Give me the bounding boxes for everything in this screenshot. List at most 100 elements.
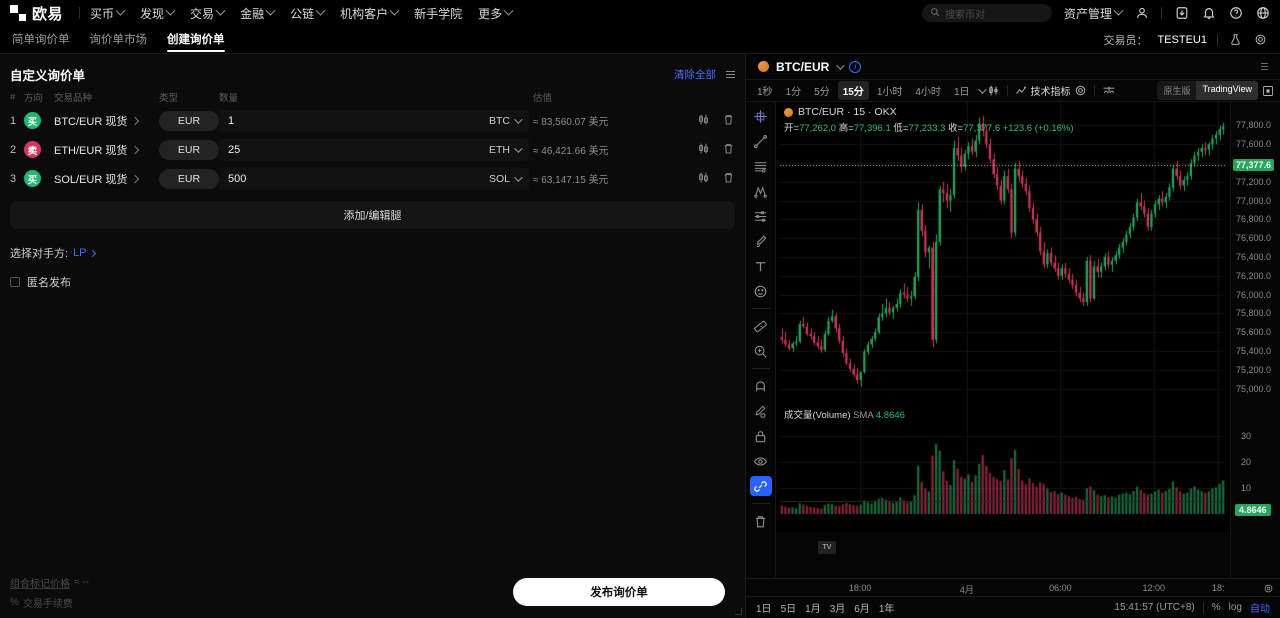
download-icon[interactable]	[1174, 6, 1189, 21]
timeframe-4h[interactable]: 4小时	[915, 87, 941, 98]
pattern-icon[interactable]	[750, 181, 772, 201]
delete-icon[interactable]	[722, 113, 735, 129]
chart-menu-icon[interactable]	[1261, 63, 1268, 70]
view-mode-native[interactable]: 原生版	[1163, 86, 1191, 96]
tab-rfq-market[interactable]: 询价单市场	[89, 33, 148, 46]
horizontal-lines-icon[interactable]	[750, 156, 772, 176]
timeframe-15m[interactable]: 15分	[837, 81, 869, 100]
range-1y[interactable]: 1年	[878, 604, 895, 615]
magnet-icon[interactable]	[750, 376, 772, 396]
symbol-selector[interactable]: SOL/EUR 现货	[54, 171, 159, 187]
nav-item-chain[interactable]: 公链	[290, 5, 326, 22]
candlestick-icon[interactable]	[697, 142, 710, 158]
delete-icon[interactable]	[722, 171, 735, 187]
quantity-field[interactable]: SOL	[219, 167, 529, 190]
candlestick-chart[interactable]: BTC/EUR · 15 · OKX 开=77,262.0 高=77,396.1…	[776, 102, 1230, 578]
anonymous-checkbox[interactable]	[10, 277, 20, 287]
zoom-in-icon[interactable]	[750, 341, 772, 361]
direction-badge[interactable]: 卖	[24, 141, 41, 158]
range-6mo[interactable]: 6月	[854, 604, 870, 615]
symbol-selector[interactable]: BTC/EUR 现货	[54, 113, 159, 129]
fib-retracement-icon[interactable]	[750, 206, 772, 226]
nav-item-more[interactable]: 更多	[478, 5, 514, 22]
bell-icon[interactable]	[1201, 6, 1216, 21]
counterparty-selector[interactable]: LP	[73, 247, 96, 259]
nav-item-institutional[interactable]: 机构客户	[340, 5, 400, 22]
text-icon[interactable]	[750, 256, 772, 276]
trend-line-icon[interactable]	[750, 131, 772, 151]
quantity-input[interactable]	[228, 172, 489, 185]
chart-canvas[interactable]	[776, 102, 1230, 532]
candlestick-icon[interactable]	[697, 171, 710, 187]
time-settings-icon[interactable]	[1261, 581, 1276, 596]
brand-logo[interactable]: 欧易	[10, 3, 63, 24]
direction-badge[interactable]: 买	[24, 170, 41, 187]
range-1mo[interactable]: 1月	[805, 604, 821, 615]
timeframe-5m[interactable]: 5分	[814, 87, 830, 98]
chevron-down-icon[interactable]	[836, 60, 846, 70]
direction-badge[interactable]: 买	[24, 112, 41, 129]
nav-item-buy-crypto[interactable]: 买币	[90, 5, 126, 22]
globe-icon[interactable]	[1255, 6, 1270, 21]
price-axis[interactable]: 77,800.077,600.077,400.077,200.077,000.0…	[1230, 102, 1280, 578]
timeframe-1d[interactable]: 1日	[953, 87, 970, 98]
crosshair-icon[interactable]	[750, 106, 772, 126]
time-axis[interactable]: 18:00 4月 06:00 12:00 18:	[746, 578, 1280, 596]
link-icon[interactable]	[749, 476, 772, 496]
timeframe-1h[interactable]: 1小时	[876, 87, 903, 98]
quantity-currency-selector[interactable]: SOL	[489, 173, 523, 185]
quantity-currency-selector[interactable]: BTC	[489, 115, 523, 127]
help-icon[interactable]	[1228, 6, 1243, 21]
add-edit-leg-button[interactable]: 添加/编辑腿	[10, 201, 735, 229]
quantity-field[interactable]: ETH	[219, 138, 529, 161]
timeframe-1s[interactable]: 1秒	[757, 87, 773, 98]
chevron-down-icon[interactable]	[977, 84, 987, 94]
auto-scale-toggle[interactable]: 自动	[1250, 604, 1270, 615]
log-scale-toggle[interactable]: log	[1228, 602, 1242, 613]
nav-item-trade[interactable]: 交易	[190, 5, 226, 22]
menu-icon[interactable]	[726, 70, 735, 78]
indicators-label[interactable]: 技术指标	[1030, 87, 1071, 98]
quantity-input[interactable]	[228, 143, 489, 156]
publish-rfq-button[interactable]: 发布询价单	[513, 578, 725, 606]
symbol-selector[interactable]: ETH/EUR 现货	[54, 142, 159, 158]
compare-icon[interactable]	[1102, 84, 1116, 97]
fullscreen-icon[interactable]	[1262, 85, 1274, 97]
range-3mo[interactable]: 3月	[829, 604, 846, 615]
candlestick-type-icon[interactable]	[987, 84, 1000, 97]
quantity-currency-selector[interactable]: ETH	[489, 144, 523, 156]
gear-icon[interactable]	[1253, 32, 1268, 47]
type-pill[interactable]: EUR	[159, 139, 219, 160]
type-pill[interactable]: EUR	[159, 168, 219, 189]
gear-icon[interactable]	[1074, 84, 1087, 97]
draw-mode-icon[interactable]	[750, 401, 772, 421]
candlestick-icon[interactable]	[697, 113, 710, 129]
clear-all-button[interactable]: 清除全部	[674, 68, 716, 81]
lab-flask-icon[interactable]	[1228, 32, 1243, 47]
trash-icon[interactable]	[750, 511, 772, 531]
type-pill[interactable]: EUR	[159, 110, 219, 131]
tab-simple-rfq[interactable]: 简单询价单	[12, 33, 70, 46]
search-input[interactable]: 搜索币对	[921, 4, 1052, 22]
percent-scale-toggle[interactable]: %	[1211, 602, 1221, 613]
timeframe-1m[interactable]: 1分	[785, 87, 802, 98]
quantity-input[interactable]	[228, 114, 489, 127]
tab-create-rfq[interactable]: 创建询价单	[167, 26, 225, 54]
range-5d[interactable]: 5日	[780, 604, 797, 615]
resize-handle[interactable]	[735, 608, 742, 615]
emoji-icon[interactable]	[750, 281, 772, 301]
range-1d[interactable]: 1日	[756, 604, 772, 615]
nav-item-finance[interactable]: 金融	[240, 5, 276, 22]
nav-item-discover[interactable]: 发现	[140, 5, 176, 22]
quantity-field[interactable]: BTC	[219, 109, 529, 132]
indicators-icon[interactable]	[1015, 84, 1028, 97]
user-icon[interactable]	[1134, 6, 1149, 21]
info-icon[interactable]: i	[849, 60, 862, 73]
measure-ruler-icon[interactable]	[750, 316, 772, 336]
eye-icon[interactable]	[750, 451, 772, 471]
brush-icon[interactable]	[750, 231, 772, 251]
delete-icon[interactable]	[722, 142, 735, 158]
view-mode-tradingview[interactable]: TradingView	[1196, 81, 1258, 100]
lock-icon[interactable]	[750, 426, 772, 446]
nav-item-academy[interactable]: 新手学院	[414, 6, 463, 21]
